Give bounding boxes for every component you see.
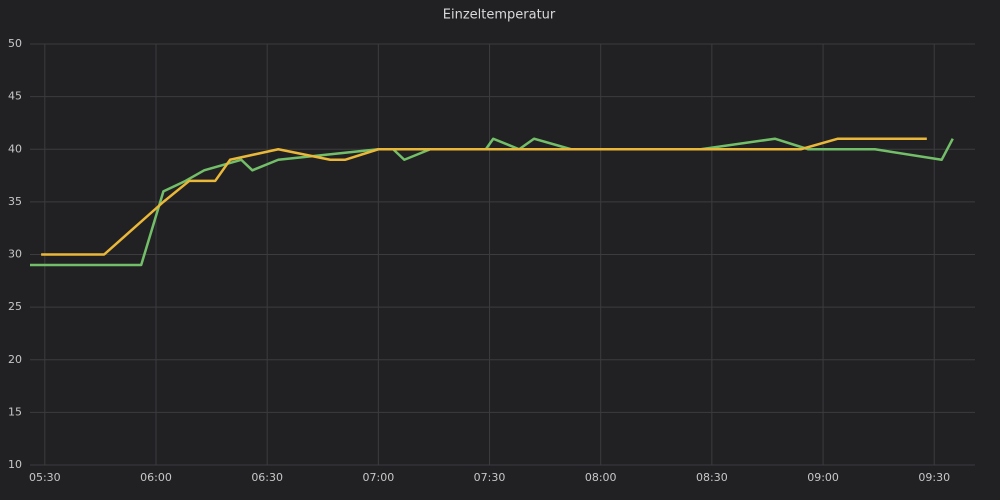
y-tick-label: 10 [8, 458, 22, 471]
x-tick-label: 09:00 [807, 471, 839, 484]
y-tick-label: 45 [8, 90, 22, 103]
x-tick-label: 07:30 [474, 471, 506, 484]
x-tick-label: 08:30 [696, 471, 728, 484]
x-tick-label: 06:00 [140, 471, 172, 484]
series-line [41, 137, 927, 256]
x-tick-label: 09:30 [918, 471, 950, 484]
y-tick-label: 20 [8, 353, 22, 366]
y-tick-label: 35 [8, 195, 22, 208]
x-tick-label: 06:30 [251, 471, 283, 484]
y-tick-label: 50 [8, 37, 22, 50]
x-tick-label: 07:00 [363, 471, 395, 484]
y-tick-label: 40 [8, 142, 22, 155]
y-tick-label: 25 [8, 300, 22, 313]
x-tick-label: 08:00 [585, 471, 617, 484]
chart-title: Einzeltemperatur [443, 8, 556, 23]
x-tick-label: 05:30 [29, 471, 61, 484]
y-tick-label: 30 [8, 248, 22, 261]
y-tick-label: 15 [8, 405, 22, 418]
